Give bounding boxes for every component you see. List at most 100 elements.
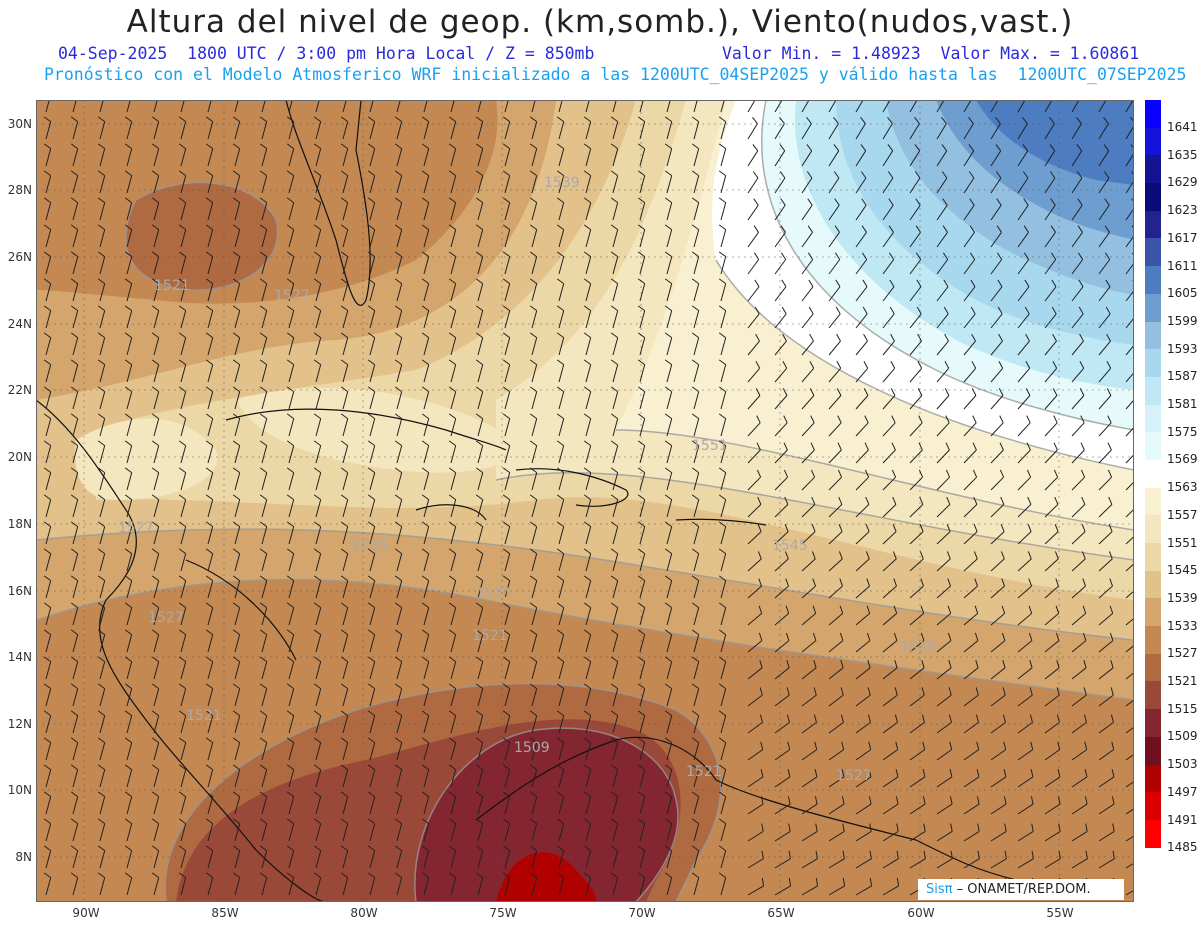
wind-barb [585, 823, 592, 842]
wind-barb-flag [313, 170, 321, 177]
wind-barb [855, 694, 871, 707]
wind-barb-flag [313, 791, 321, 798]
wind-barb-flag [421, 143, 429, 150]
wind-barb-flag [556, 575, 564, 582]
wind-barb-flag [1105, 306, 1111, 315]
wind-barb [423, 823, 430, 842]
wind-barb [801, 776, 818, 788]
wind-barb [423, 688, 430, 707]
wind-barb [207, 148, 214, 167]
wind-barb-flag [124, 170, 132, 177]
wind-barb [207, 661, 214, 680]
wind-barb [720, 715, 727, 734]
wind-barb [153, 202, 160, 221]
wind-barb [126, 634, 133, 653]
wind-barb [45, 661, 52, 680]
wind-barb [747, 422, 761, 437]
wind-barb-flag [891, 415, 896, 424]
wind-barb [693, 661, 700, 680]
wind-barb-flag [1028, 578, 1032, 587]
wind-barb [261, 823, 268, 842]
wind-barb [828, 259, 841, 275]
wind-barb-flag [944, 388, 950, 396]
wind-barb [396, 100, 401, 113]
wind-barb [801, 858, 818, 869]
wind-barb [531, 823, 538, 842]
wind-barb [585, 553, 592, 572]
wind-barb-flag [895, 768, 899, 778]
wind-barb [450, 877, 457, 896]
colorbar-label: 1641 [1167, 120, 1198, 134]
wind-barb [234, 877, 241, 896]
wind-barb-flag [232, 764, 240, 771]
wind-barb [990, 476, 1004, 491]
wind-barb [504, 742, 511, 761]
wind-barb-flag [1055, 632, 1060, 641]
wind-barb [1017, 232, 1029, 248]
wind-barb [828, 313, 841, 329]
wind-barb [747, 885, 764, 896]
wind-barb-flag [947, 632, 952, 641]
wind-barb [1098, 123, 1109, 140]
wind-barb-flag [718, 521, 726, 528]
wind-barb-flag [232, 224, 240, 231]
wind-barb-flag [862, 279, 868, 287]
wind-barb-flag [811, 551, 816, 560]
wind-barb [72, 364, 79, 383]
wind-barb-flag [974, 578, 978, 587]
wind-barb [396, 742, 403, 761]
wind-barb-flag [556, 656, 564, 663]
wind-barb-flag [972, 442, 977, 451]
wind-barb [990, 449, 1004, 464]
wind-barb-flag [340, 575, 348, 582]
wind-barb [288, 256, 295, 275]
wind-barb-flag [394, 116, 402, 123]
wind-barb [963, 776, 980, 788]
wind-barb-flag [941, 144, 948, 152]
wind-barb-flag [124, 332, 132, 339]
wind-barb-flag [70, 359, 78, 366]
wind-barb-flag [286, 656, 294, 663]
wind-barb [369, 580, 376, 599]
wind-barb-flag [637, 548, 645, 555]
wind-barb-flag [556, 386, 564, 393]
wind-barb [315, 364, 322, 383]
wind-barb-flag [691, 116, 699, 123]
wind-barb-flag [313, 440, 321, 447]
wind-barb-flag [1081, 551, 1086, 560]
contour-label: 1521 [154, 278, 190, 294]
wind-barb [153, 796, 160, 815]
wind-barb-flag [475, 440, 483, 447]
wind-barb-flag [232, 629, 240, 636]
wind-barb-flag [583, 116, 591, 123]
wind-barb-flag [529, 170, 537, 177]
wind-barb-flag [862, 306, 868, 315]
wind-barb-flag [755, 361, 761, 369]
wind-barb-flag [367, 224, 375, 231]
wind-barb [936, 476, 950, 491]
wind-barb [882, 449, 896, 464]
wind-barb-flag [502, 197, 510, 204]
wind-barb-flag [691, 764, 699, 771]
wind-barb [531, 175, 538, 194]
wind-barb-flag [394, 737, 402, 744]
wind-barb-flag [808, 279, 814, 287]
wind-barb-flag [864, 442, 869, 451]
wind-barb [261, 310, 268, 329]
wind-barb [1044, 259, 1057, 275]
wind-barb [963, 640, 979, 653]
wind-barb-flag [664, 845, 672, 852]
wind-barb-flag [691, 278, 699, 285]
wind-barb-flag [340, 548, 348, 555]
wind-barb-flag [1052, 361, 1058, 369]
wind-barb-flag [394, 305, 402, 312]
wind-barb [1125, 399, 1134, 410]
wind-barb [1017, 830, 1034, 842]
wind-barb-flag [999, 469, 1005, 478]
wind-barb-flag [946, 551, 951, 560]
wind-barb-flag [1085, 823, 1088, 832]
wind-barb [99, 526, 106, 545]
wind-barb [207, 688, 214, 707]
wind-barb [855, 885, 872, 896]
wind-barb-flag [867, 687, 871, 696]
